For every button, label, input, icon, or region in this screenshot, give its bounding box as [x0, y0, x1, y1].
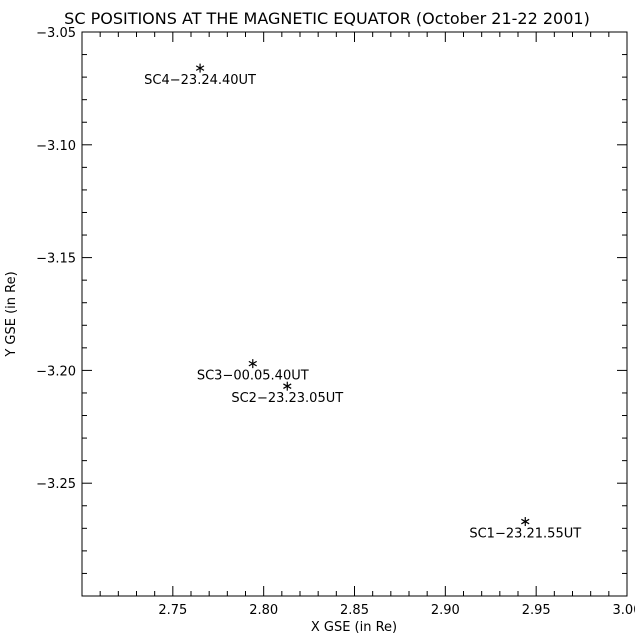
x-tick-label: 2.95 [522, 603, 551, 618]
y-tick-label: −3.20 [36, 364, 76, 379]
x-tick-label: 2.80 [249, 603, 278, 618]
axis-ticks [81, 31, 628, 597]
asterisk-marker-stroke [283, 383, 292, 389]
y-axis-label: Y GSE (in Re) [4, 271, 19, 357]
x-tick-label: 3.00 [613, 603, 635, 618]
x-axis-tick-labels: 2.75 2.80 2.85 2.90 2.95 3.00 [158, 603, 635, 618]
point-label: SC2−23.23.05UT [231, 391, 343, 406]
y-axis-tick-labels: −3.05 −3.10 −3.15 −3.20 −3.25 [36, 26, 76, 492]
x-tick-label: 2.90 [431, 603, 460, 618]
data-point: SC1−23.21.55UT [469, 517, 581, 542]
y-tick-label: −3.10 [36, 139, 76, 154]
x-tick-label: 2.75 [158, 603, 187, 618]
y-tick-label: −3.25 [36, 477, 76, 492]
y-tick-label: −3.15 [36, 252, 76, 267]
data-point: SC2−23.23.05UT [231, 381, 343, 406]
asterisk-marker-stroke [521, 518, 530, 525]
data-points: SC4−23.24.40UT SC3−00.05.40UT SC2−23.23.05… [144, 63, 581, 542]
data-point: SC3−00.05.40UT [197, 359, 309, 384]
point-label: SC1−23.21.55UT [469, 527, 581, 542]
y-tick-label: −3.05 [36, 26, 76, 41]
x-axis-label: X GSE (in Re) [311, 620, 397, 635]
asterisk-marker-stroke [195, 65, 205, 71]
point-label: SC3−00.05.40UT [197, 369, 309, 384]
chart-title: SC POSITIONS AT THE MAGNETIC EQUATOR (Oc… [64, 9, 590, 28]
x-tick-label: 2.85 [340, 603, 369, 618]
data-point: SC4−23.24.40UT [144, 63, 256, 88]
asterisk-marker-stroke [248, 360, 257, 367]
plot-frame [81, 31, 628, 597]
point-label: SC4−23.24.40UT [144, 73, 256, 88]
